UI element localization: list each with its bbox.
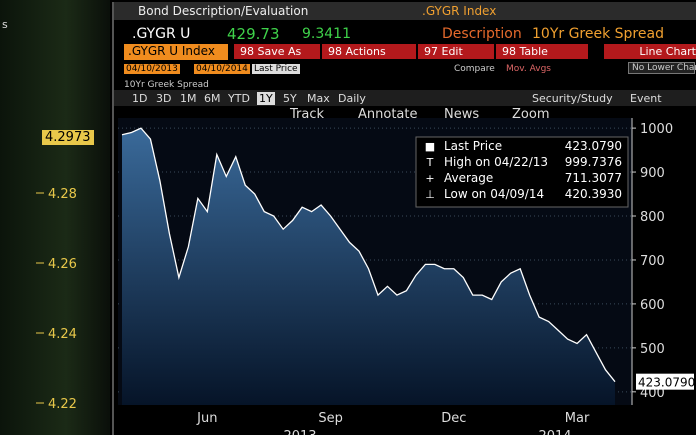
left-tick-label: 4.28 [48, 187, 77, 202]
stats-box [415, 136, 629, 208]
event[interactable]: Event [630, 92, 662, 105]
x-tick-label: Mar [565, 411, 590, 426]
x-tick-label: Sep [318, 411, 343, 426]
left-panel: s 4.2973 [0, 0, 110, 435]
period-button[interactable]: Daily [338, 92, 366, 105]
left-tick-label: 4.22 [48, 397, 77, 412]
period-button[interactable]: 5Y [283, 92, 297, 105]
mov-avgs[interactable]: Mov. Avgs [506, 64, 551, 74]
security: .GYGR U [132, 26, 191, 42]
ticker: .GYGR Index [422, 4, 497, 18]
stats-name: Low on 04/09/14 [444, 187, 544, 201]
window-title: Bond Description/Evaluation [138, 4, 309, 18]
toolbar-button[interactable]: 98 Save As [234, 44, 320, 59]
x-group-label: 2013 [283, 429, 316, 435]
period-button[interactable]: 3D [156, 92, 172, 105]
stats-value: 420.3930 [565, 187, 622, 201]
period-button[interactable]: 1M [180, 92, 197, 105]
y-tick-label: 900 [640, 166, 665, 181]
line [121, 127, 616, 383]
period-button[interactable]: Max [307, 92, 330, 105]
left-header: s [2, 18, 8, 31]
stats-value: 423.0790 [565, 139, 622, 153]
chart-label: 10Yr Greek Spread [124, 80, 209, 90]
period-button[interactable]: YTD [228, 92, 250, 105]
x-tick-label: Dec [441, 411, 466, 426]
toolbar-button[interactable]: 97 Edit [418, 44, 494, 59]
last-price-tag [636, 373, 694, 390]
field[interactable]: Last Price [252, 64, 300, 74]
left-tick-label: 4.24 [48, 327, 77, 342]
security-box[interactable]: .GYGR U Index [124, 44, 228, 60]
y-tick-label: 1000 [640, 122, 673, 137]
last-price-label: 423.0790 [638, 376, 695, 390]
price: 429.73 [227, 25, 280, 43]
chart-type[interactable]: Line Chart [604, 44, 696, 59]
left-tick-label: 4.26 [48, 257, 77, 272]
start-date[interactable]: 04/10/2013 [124, 64, 180, 74]
study[interactable]: Security/Study [532, 92, 613, 105]
stats-name: Average [444, 171, 493, 185]
lower-chart[interactable]: No Lower Chart [628, 62, 696, 74]
end-date[interactable]: 04/10/2014 [194, 64, 250, 74]
y-tick-label: 500 [640, 342, 665, 357]
stats-symbol: ■ [425, 140, 435, 153]
stats-name: High on 04/22/13 [444, 155, 548, 169]
description: 10Yr Greek Spread [532, 26, 664, 42]
y-tick-label: 600 [640, 298, 665, 313]
toolbar-button[interactable]: 98 Table [496, 44, 588, 59]
description-label: Description [442, 26, 522, 42]
stats-symbol: + [425, 172, 434, 185]
title-bar [114, 2, 696, 20]
y-tick-label: 800 [640, 210, 665, 225]
area [122, 128, 615, 405]
stats-value: 999.7376 [565, 155, 622, 169]
stats-symbol: ⊥ [425, 188, 435, 201]
period-button[interactable]: 1Y [257, 92, 275, 105]
compare[interactable]: Compare [454, 64, 495, 74]
x-group-label: 2014 [538, 429, 571, 435]
stats-symbol: T [426, 156, 434, 169]
change: 9.3411 [302, 26, 351, 42]
x-tick-label: Jun [196, 411, 217, 426]
stats-value: 711.3077 [565, 171, 622, 185]
left-current-value: 4.2973 [42, 130, 94, 145]
period-button[interactable]: 1D [132, 92, 148, 105]
y-tick-label: 700 [640, 254, 665, 269]
stats-name: Last Price [444, 139, 502, 153]
toolbar-button[interactable]: 98 Actions [322, 44, 416, 59]
period-button[interactable]: 6M [204, 92, 221, 105]
